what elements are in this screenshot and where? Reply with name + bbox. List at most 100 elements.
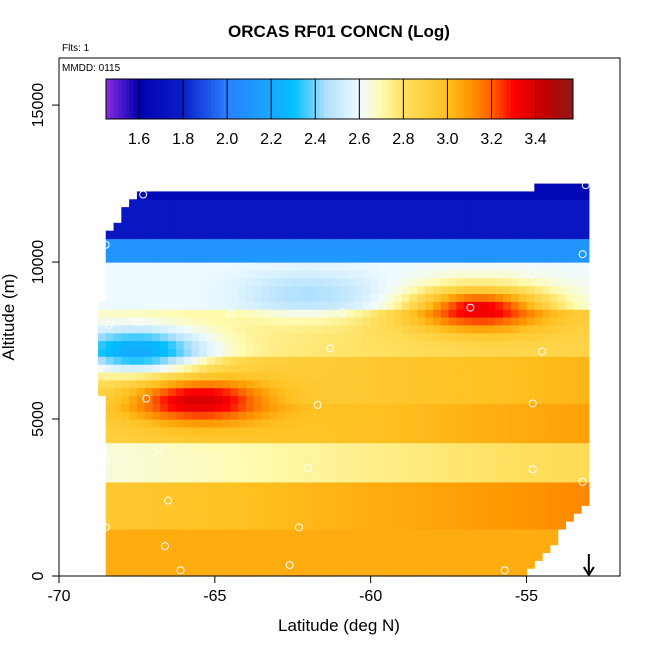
heatmap-cell — [136, 458, 146, 467]
heatmap-cell — [238, 497, 247, 506]
heatmap-cell — [464, 403, 473, 412]
heatmap-cell — [386, 238, 395, 247]
heatmap-cell — [433, 254, 442, 263]
heatmap-cell — [518, 505, 528, 514]
heatmap-cell — [456, 230, 465, 240]
heatmap-cell — [347, 379, 356, 389]
heatmap-cell — [557, 505, 567, 514]
heatmap-cell — [277, 238, 286, 247]
heatmap-cell — [479, 293, 489, 302]
heatmap-cell — [121, 246, 130, 255]
heatmap-cell — [386, 568, 395, 577]
heatmap-cell — [495, 356, 504, 365]
heatmap-cell — [207, 458, 216, 467]
heatmap-cell — [394, 246, 403, 255]
heatmap-cell — [425, 528, 434, 538]
colorbar-segment — [413, 79, 418, 119]
heatmap-cell — [152, 521, 161, 530]
heatmap-cell — [417, 560, 426, 569]
heatmap-cell — [246, 340, 255, 349]
heatmap-cell — [222, 356, 232, 365]
heatmap-cell — [284, 560, 294, 569]
heatmap-cell — [292, 293, 302, 302]
heatmap-cell — [542, 513, 551, 522]
heatmap-cell — [175, 434, 185, 444]
heatmap-cell — [495, 285, 504, 295]
heatmap-cell — [409, 317, 419, 326]
heatmap-cell — [168, 230, 177, 240]
heatmap-cell — [573, 191, 582, 200]
heatmap-cell — [542, 426, 551, 436]
heatmap-cell — [191, 324, 200, 334]
heatmap-cell — [144, 489, 154, 499]
heatmap-cell — [355, 293, 364, 302]
heatmap-cell — [479, 458, 489, 467]
heatmap-cell — [479, 450, 489, 459]
heatmap-cell — [526, 521, 535, 530]
heatmap-cell — [362, 238, 372, 247]
heatmap-cell — [557, 489, 567, 499]
heatmap-cell — [183, 442, 193, 452]
heatmap-cell — [339, 481, 348, 491]
heatmap-cell — [160, 544, 169, 554]
heatmap-cell — [433, 262, 442, 271]
heatmap-cell — [456, 544, 465, 554]
heatmap-cell — [440, 395, 450, 404]
heatmap-cell — [183, 403, 193, 412]
heatmap-cell — [183, 207, 193, 216]
heatmap-cell — [168, 442, 177, 452]
heatmap-cell — [136, 442, 146, 452]
heatmap-cell — [175, 301, 185, 310]
heatmap-cell — [105, 230, 115, 240]
colorbar-segment — [444, 79, 449, 119]
heatmap-cell — [464, 230, 473, 240]
heatmap-cell — [573, 356, 582, 365]
heatmap-cell — [160, 411, 169, 420]
heatmap-cell — [160, 293, 169, 302]
heatmap-cell — [292, 568, 302, 577]
heatmap-cell — [261, 426, 270, 436]
heatmap-cell — [347, 348, 356, 357]
heatmap-cell — [308, 222, 317, 232]
heatmap-cell — [129, 387, 138, 397]
heatmap-cell — [542, 521, 551, 530]
heatmap-cell — [394, 521, 403, 530]
heatmap-cell — [284, 309, 294, 318]
heatmap-cell — [433, 403, 442, 412]
heatmap-cell — [160, 301, 169, 310]
heatmap-cell — [464, 513, 473, 522]
heatmap-cell — [207, 207, 216, 216]
heatmap-cell — [339, 332, 348, 342]
colorbar-segment — [432, 79, 438, 119]
heatmap-cell — [573, 442, 582, 452]
heatmap-cell — [378, 560, 387, 569]
heatmap-cell — [362, 426, 372, 436]
heatmap-cell — [518, 552, 528, 561]
heatmap-cell — [277, 301, 286, 310]
heatmap-cell — [557, 450, 567, 459]
heatmap-cell — [386, 560, 395, 569]
heatmap-cell — [222, 528, 232, 538]
heatmap-cell — [136, 199, 146, 208]
heatmap-cell — [386, 371, 395, 381]
heatmap-cell — [339, 262, 348, 271]
heatmap-cell — [222, 199, 232, 208]
heatmap-cell — [448, 466, 457, 475]
heatmap-cell — [479, 301, 489, 310]
heatmap-cell — [199, 442, 208, 452]
heatmap-cell — [331, 536, 341, 546]
heatmap-cell — [129, 434, 138, 444]
heatmap-cell — [207, 191, 216, 200]
heatmap-cell — [160, 199, 169, 208]
heatmap-cell — [292, 434, 302, 444]
heatmap-cell — [238, 466, 247, 475]
heatmap-cell — [207, 230, 216, 240]
heatmap-cell — [97, 324, 107, 334]
heatmap-cell — [425, 513, 434, 522]
heatmap-cell — [394, 340, 403, 349]
heatmap-cell — [105, 387, 115, 397]
heatmap-cell — [417, 214, 426, 224]
heatmap-cell — [230, 568, 239, 577]
heatmap-cell — [175, 536, 185, 546]
heatmap-cell — [129, 481, 138, 491]
